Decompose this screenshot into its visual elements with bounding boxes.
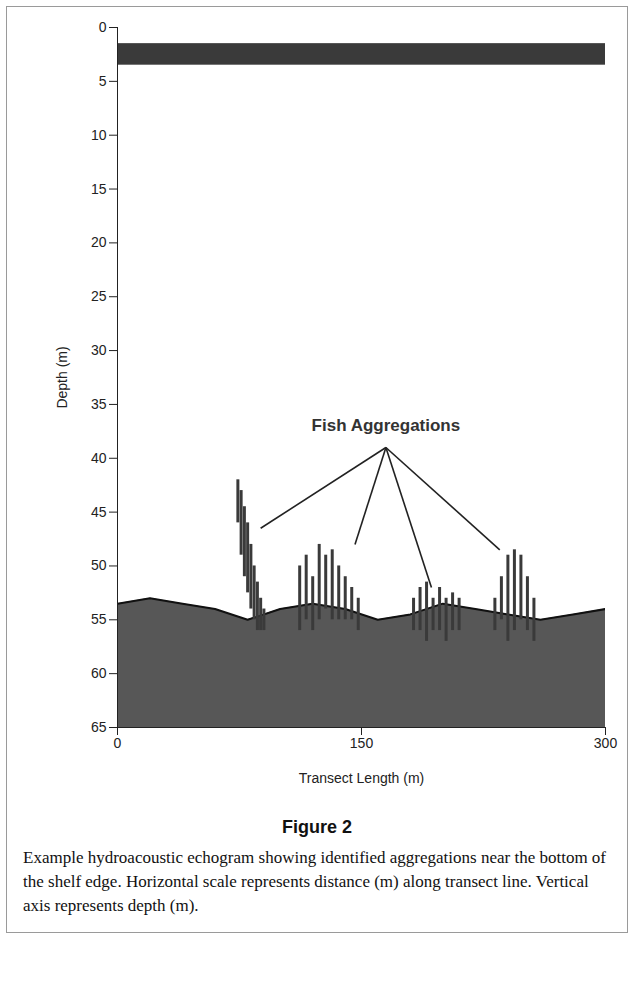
svg-text:Depth (m): Depth (m) bbox=[54, 346, 70, 408]
svg-text:Transect Length (m): Transect Length (m) bbox=[299, 770, 425, 786]
html-text:Example hydroacoustic echogram: Example hydroacoustic echogram showing i… bbox=[23, 848, 606, 915]
svg-text:Fish Aggregations: Fish Aggregations bbox=[312, 416, 461, 435]
svg-text:0: 0 bbox=[114, 735, 122, 751]
svg-text:300: 300 bbox=[594, 735, 618, 751]
svg-text:150: 150 bbox=[350, 735, 374, 751]
svg-text:10: 10 bbox=[91, 127, 107, 143]
svg-text:0: 0 bbox=[99, 19, 107, 35]
svg-text:40: 40 bbox=[91, 450, 107, 466]
svg-text:20: 20 bbox=[91, 234, 107, 250]
html-text:Figure 2: Figure 2 bbox=[282, 817, 352, 837]
svg-text:60: 60 bbox=[91, 665, 107, 681]
svg-text:45: 45 bbox=[91, 504, 107, 520]
svg-text:55: 55 bbox=[91, 611, 107, 627]
svg-text:65: 65 bbox=[91, 719, 107, 735]
svg-text:50: 50 bbox=[91, 557, 107, 573]
svg-text:30: 30 bbox=[91, 342, 107, 358]
svg-text:15: 15 bbox=[91, 181, 107, 197]
svg-text:35: 35 bbox=[91, 396, 107, 412]
svg-text:5: 5 bbox=[99, 73, 107, 89]
svg-text:25: 25 bbox=[91, 288, 107, 304]
